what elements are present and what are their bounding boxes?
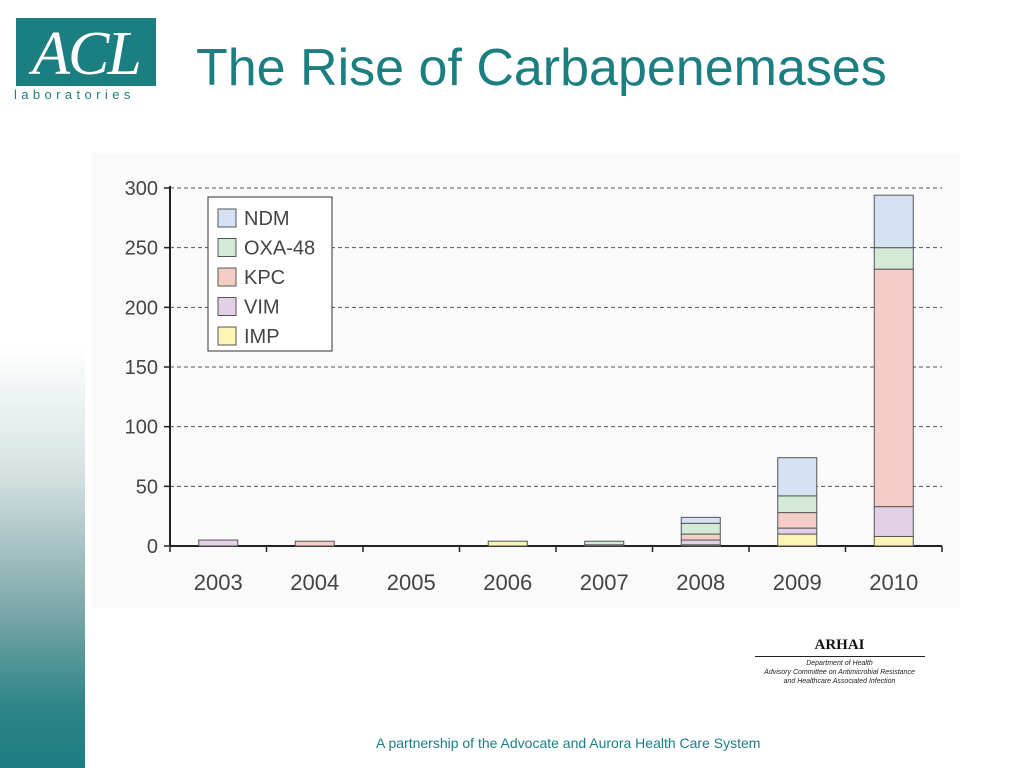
bar-segment-oxa-48 xyxy=(584,540,625,546)
bar-segment-oxa-48 xyxy=(873,247,914,270)
side-gradient-decoration xyxy=(0,345,85,768)
y-tick-label: 100 xyxy=(125,417,158,439)
legend-swatch-kpc xyxy=(217,267,237,287)
legend-label: IMP xyxy=(244,326,280,348)
bar-segment-imp xyxy=(777,533,818,547)
x-tick-label: 2009 xyxy=(773,570,822,595)
y-tick-label: 50 xyxy=(136,476,158,498)
arhai-line-2: Advisory Committee on Antimicrobial Resi… xyxy=(764,669,915,676)
bar-segment-imp xyxy=(873,535,914,547)
y-tick-label: 250 xyxy=(125,238,158,260)
bar-segment-oxa-48 xyxy=(680,522,721,535)
x-tick-label: 2003 xyxy=(194,570,243,595)
x-tick-label: 2005 xyxy=(387,570,436,595)
legend-label: KPC xyxy=(244,267,285,289)
bar-segment-kpc xyxy=(680,533,721,541)
x-tick-label: 2008 xyxy=(676,570,725,595)
arhai-subtitle: Department of Health Advisory Committee … xyxy=(752,659,927,686)
slide-title: The Rise of Carbapenemases xyxy=(196,39,887,97)
bar-segment-kpc xyxy=(294,540,335,547)
chart-panel: 0 50 100 150 200 250 300 2003 2004 2005 2006 2007 20… xyxy=(92,153,960,608)
y-tick-label: 300 xyxy=(125,178,158,200)
arhai-divider xyxy=(755,656,925,657)
x-tick-label: 2007 xyxy=(580,570,629,595)
bar-segment-oxa-48 xyxy=(777,495,818,514)
bar-segment-ndm xyxy=(777,457,818,497)
y-tick-label: 150 xyxy=(125,357,158,379)
legend-swatch-oxa-48 xyxy=(217,238,237,257)
bar-segment-vim xyxy=(198,539,239,547)
arhai-line-3: and Healthcare Associated Infection xyxy=(783,678,896,685)
bar-segment-vim xyxy=(873,506,914,537)
acl-logo: ACL laboratories xyxy=(14,18,159,106)
arhai-logo: ARHAI Department of Health Advisory Comm… xyxy=(752,637,927,687)
y-tick-label: 0 xyxy=(147,536,158,558)
bar-segment-ndm xyxy=(680,516,721,524)
bar-segment-imp xyxy=(487,540,528,547)
legend-swatch-ndm xyxy=(217,208,237,228)
legend-swatch-imp xyxy=(217,326,237,346)
logo-subtitle: laboratories xyxy=(14,87,135,102)
arhai-line-1: Department of Health xyxy=(806,660,873,667)
legend-label: NDM xyxy=(244,208,290,230)
bar-segment-ndm xyxy=(873,194,914,249)
logo-box: ACL xyxy=(16,18,156,86)
bar-segment-kpc xyxy=(777,512,818,529)
bar-segment-vim xyxy=(777,527,818,535)
x-tick-label: 2010 xyxy=(869,570,918,595)
y-tick-label: 200 xyxy=(125,297,158,319)
legend-label: OXA-48 xyxy=(244,238,315,260)
stacked-bar-chart: 0 50 100 150 200 250 300 2003 2004 2005 2006 2007 20… xyxy=(125,178,943,595)
logo-mark: ACL xyxy=(32,20,142,88)
arhai-title: ARHAI xyxy=(814,637,865,653)
bar-segment-vim xyxy=(680,539,721,546)
bar-segment-kpc xyxy=(873,268,914,508)
x-tick-label: 2006 xyxy=(483,570,532,595)
legend-label: VIM xyxy=(244,297,280,319)
x-tick-label: 2004 xyxy=(290,570,339,595)
legend-swatch-vim xyxy=(217,297,237,316)
footer-text: A partnership of the Advocate and Aurora… xyxy=(376,735,761,751)
